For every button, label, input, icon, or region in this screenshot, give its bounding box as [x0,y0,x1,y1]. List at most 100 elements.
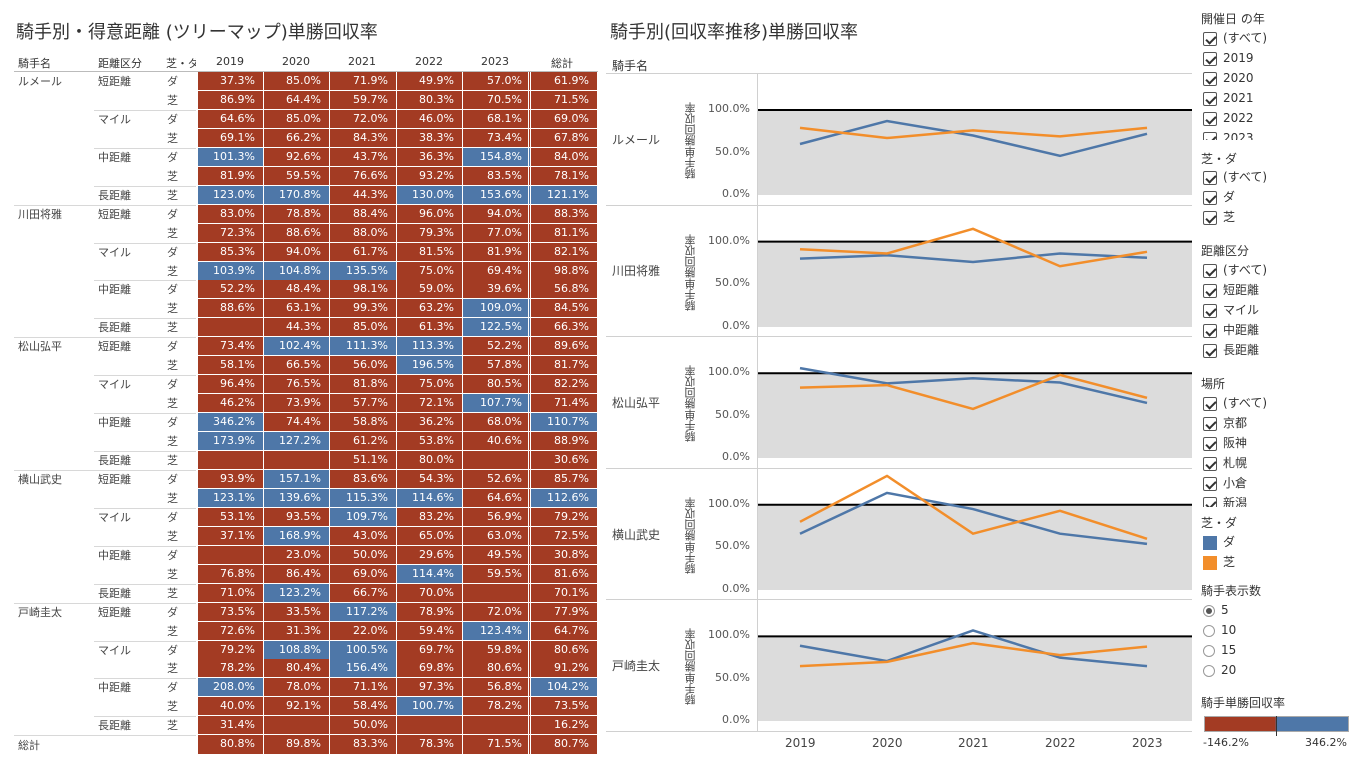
filter-option[interactable]: 阪神 [1203,435,1247,453]
checkbox-checked[interactable] [1203,283,1217,298]
filter-option[interactable]: 小倉 [1203,475,1247,493]
radio-button[interactable] [1203,624,1215,637]
filter-option[interactable]: 新潟 [1203,495,1247,507]
total-cell: 85.7% [531,469,597,488]
checkbox-checked[interactable] [1203,131,1217,140]
distance-label: 長距離 [98,719,131,733]
distance-label: マイル [98,112,131,126]
filter-option[interactable]: (すべて) [1203,262,1267,280]
checkbox-checked[interactable] [1203,456,1217,471]
checkbox-checked[interactable] [1203,436,1217,451]
value-cell: 33.5% [264,602,329,621]
surface-label: ダ [167,548,178,562]
filter-option[interactable]: 札幌 [1203,455,1247,473]
value-cell: 123.2% [264,583,329,602]
checkbox-checked[interactable] [1203,323,1217,338]
value-cell: 76.5% [264,375,329,394]
count-option[interactable]: 5 [1203,602,1229,620]
filter-option[interactable]: 長距離 [1203,342,1259,360]
value-cell: 72.0% [463,602,530,621]
filter-option[interactable]: 中距離 [1203,322,1259,340]
value-cell: 78.8% [264,204,329,223]
value-cell: 52.6% [463,469,530,488]
value-cell: 86.4% [264,564,329,583]
value-cell: 73.4% [463,128,530,147]
surface-label: ダ [167,605,178,619]
filter-option[interactable]: (すべて) [1203,169,1267,187]
filter-option[interactable]: (すべて) [1203,30,1267,48]
checkbox-checked[interactable] [1203,303,1217,318]
value-cell: 123.1% [198,488,263,507]
value-cell: 109.0% [463,299,530,318]
total-cell: 84.0% [531,147,597,166]
value-cell: 52.2% [463,337,530,356]
value-cell: 77.0% [463,223,530,242]
count-option-label: 15 [1221,643,1237,657]
value-cell: 68.1% [463,109,530,128]
total-cell: 80.6% [531,640,597,659]
value-cell: 63.2% [397,299,462,318]
jockey-label: ルメール [18,75,62,88]
value-cell: 53.1% [198,507,263,526]
legend-item[interactable]: 芝 [1203,554,1235,572]
header-total: 総計 [551,57,573,70]
total-cell: 71.4% [531,394,597,413]
table-title: 騎手別・得意距離 (ツリーマップ)単勝回収率 [16,22,378,43]
filter-option[interactable]: (すべて) [1203,395,1267,413]
x-tick-label: 2022 [1045,736,1076,750]
value-cell: 59.8% [463,640,530,659]
value-cell: 68.0% [463,413,530,432]
radio-button[interactable] [1203,664,1215,677]
checkbox-checked[interactable] [1203,396,1217,411]
legend-item[interactable]: ダ [1203,534,1235,552]
value-cell: 98.1% [330,280,396,299]
checkbox-checked[interactable] [1203,31,1217,46]
count-option[interactable]: 10 [1203,622,1236,640]
filter-option[interactable]: マイル [1203,302,1259,320]
checkbox-checked[interactable] [1203,210,1217,225]
filter-option[interactable]: 2019 [1203,50,1254,68]
checkbox-checked[interactable] [1203,71,1217,86]
chart-title: 騎手別(回収率推移)単勝回収率 [610,22,859,43]
value-cell: 88.4% [330,204,396,223]
total-cell: 112.6% [531,488,597,507]
surface-label: 芝 [167,719,178,733]
filter-option[interactable]: 2022 [1203,110,1254,128]
checkbox-checked[interactable] [1203,343,1217,358]
filter-option[interactable]: 2023 [1203,130,1254,140]
value-cell: 46.2% [198,394,263,413]
filter-option[interactable]: 京都 [1203,415,1247,433]
filter-option[interactable]: 短距離 [1203,282,1259,300]
checkbox-checked[interactable] [1203,263,1217,278]
filter-option[interactable]: 芝 [1203,209,1235,227]
checkbox-checked[interactable] [1203,190,1217,205]
radio-button[interactable] [1203,644,1215,657]
surface-label: 芝 [167,321,178,335]
count-option[interactable]: 20 [1203,662,1236,680]
checkbox-checked[interactable] [1203,111,1217,126]
checkbox-checked[interactable] [1203,51,1217,66]
surface-label: 芝 [167,491,178,505]
value-cell [198,318,263,337]
filter-option[interactable]: ダ [1203,189,1235,207]
panel-vline [757,73,758,205]
checkbox-checked[interactable] [1203,476,1217,491]
value-cell: 57.8% [463,356,530,375]
filter-option[interactable]: 2021 [1203,90,1254,108]
distance-label: 中距離 [98,150,131,164]
filter-option[interactable]: 2020 [1203,70,1254,88]
value-cell: 111.3% [330,337,396,356]
checkbox-checked[interactable] [1203,170,1217,185]
checkbox-checked[interactable] [1203,496,1217,507]
total-cell: 89.6% [531,337,597,356]
checkbox-checked[interactable] [1203,91,1217,106]
checkbox-checked[interactable] [1203,416,1217,431]
radio-button[interactable] [1203,604,1215,617]
distance-label: 中距離 [98,548,131,562]
value-cell: 54.3% [397,469,462,488]
value-cell: 36.3% [397,147,462,166]
count-option[interactable]: 15 [1203,642,1236,660]
gradient-min: -146.2% [1203,736,1249,749]
total-cell: 98.8% [531,261,597,280]
total-cell: 88.3% [531,204,597,223]
